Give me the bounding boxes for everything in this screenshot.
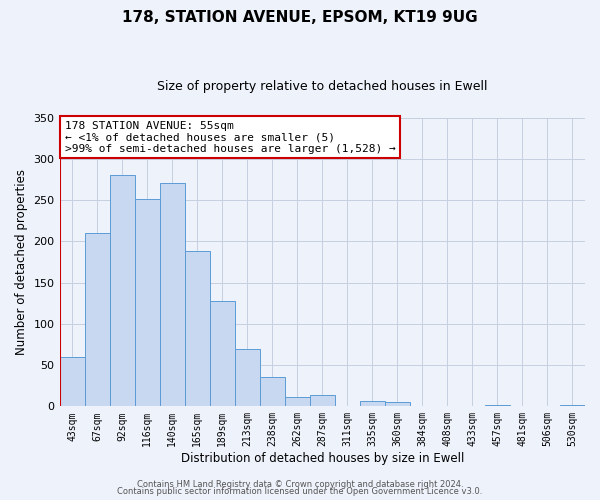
Text: 178 STATION AVENUE: 55sqm
← <1% of detached houses are smaller (5)
>99% of semi-: 178 STATION AVENUE: 55sqm ← <1% of detac… (65, 120, 395, 154)
Bar (285, 398, 310, 406)
Bar (185, 252, 209, 406)
Bar (134, 200, 160, 406)
X-axis label: Distribution of detached houses by size in Ewell: Distribution of detached houses by size … (181, 452, 464, 465)
Bar (385, 402, 410, 406)
Bar (110, 174, 134, 406)
Bar (485, 404, 510, 406)
Bar (560, 404, 585, 406)
Title: Size of property relative to detached houses in Ewell: Size of property relative to detached ho… (157, 80, 488, 93)
Text: Contains HM Land Registry data © Crown copyright and database right 2024.: Contains HM Land Registry data © Crown c… (137, 480, 463, 489)
Bar (85, 233, 110, 406)
Bar (209, 301, 235, 406)
Bar (160, 183, 185, 406)
Text: Contains public sector information licensed under the Open Government Licence v3: Contains public sector information licen… (118, 487, 482, 496)
Y-axis label: Number of detached properties: Number of detached properties (15, 169, 28, 355)
Bar (260, 378, 285, 406)
Bar (235, 350, 260, 406)
Bar (59, 357, 85, 406)
Bar (360, 402, 385, 406)
Bar (310, 395, 335, 406)
Text: 178, STATION AVENUE, EPSOM, KT19 9UG: 178, STATION AVENUE, EPSOM, KT19 9UG (122, 10, 478, 25)
